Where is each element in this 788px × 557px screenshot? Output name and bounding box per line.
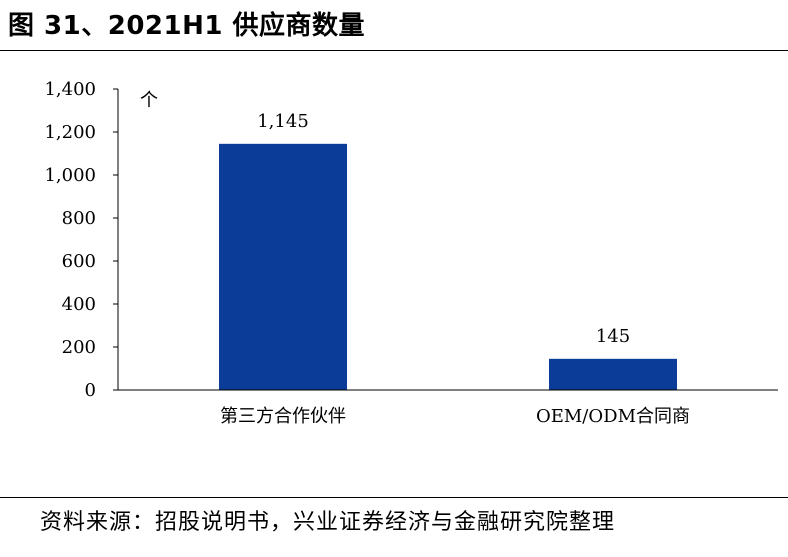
- x-tick-label: OEM/ODM合同商: [536, 406, 690, 427]
- y-tick-label: 1,000: [44, 165, 96, 186]
- title-rule: [0, 50, 788, 51]
- figure-title: 图 31、2021H1 供应商数量: [8, 11, 365, 41]
- source-note: 资料来源：招股说明书，兴业证券经济与金融研究院整理: [40, 510, 616, 535]
- bar-chart: 0 200 400 600 800 1,000 1,200 1,400 1,145 145 第三…: [44, 79, 778, 427]
- bar: [549, 358, 677, 390]
- data-label: 1,145: [257, 111, 309, 132]
- y-tick-label: 200: [62, 337, 96, 358]
- source-rule: [0, 497, 788, 498]
- data-label: 145: [596, 326, 630, 347]
- x-tick-label: 第三方合作伙伴: [220, 406, 346, 427]
- y-tick-label: 800: [62, 208, 96, 229]
- bar: [219, 143, 347, 390]
- y-unit-label: 个: [140, 90, 158, 111]
- y-tick-label: 600: [62, 251, 96, 272]
- y-tick-label: 400: [62, 294, 96, 315]
- y-axis: 0 200 400 600 800 1,000 1,200 1,400: [44, 79, 119, 401]
- y-tick-label: 1,200: [44, 122, 96, 143]
- y-tick-label: 1,400: [44, 79, 96, 100]
- y-tick-label: 0: [85, 380, 96, 401]
- x-axis: 第三方合作伙伴 OEM/ODM合同商: [118, 389, 778, 427]
- bars: 1,145 145: [219, 111, 677, 390]
